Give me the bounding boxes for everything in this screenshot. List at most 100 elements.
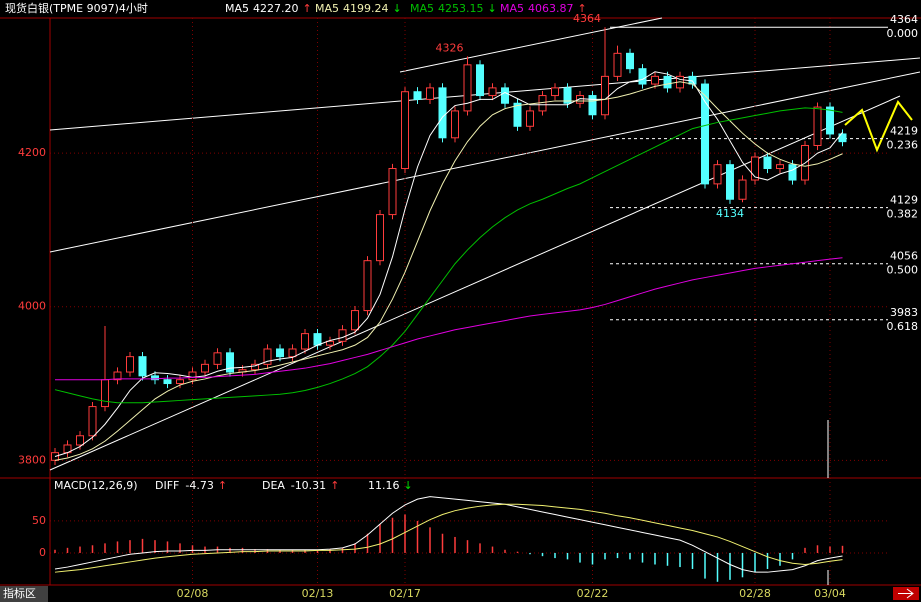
annotation: 4134: [716, 207, 744, 220]
legend-value: -10.31: [291, 479, 326, 492]
macd-legend: DEA -10.31 ↑: [262, 479, 339, 492]
candle-body: [201, 363, 209, 373]
candle-body: [488, 87, 497, 97]
toolbar-tab[interactable]: [0, 586, 48, 602]
candle-body: [138, 356, 147, 377]
ma-line: [55, 257, 843, 381]
legend-entry: MA5 4227.20 ↑: [225, 2, 312, 15]
candle-body: [638, 68, 647, 85]
candle-body: [376, 214, 384, 262]
toolbar-label[interactable]: 指标区: [3, 586, 36, 600]
candle-body: [776, 164, 784, 170]
legend-name: MA5: [410, 2, 434, 15]
candle-body: [701, 83, 709, 185]
legend-value: 4253.15: [438, 2, 484, 15]
candle-body: [563, 87, 572, 104]
candle-body: [188, 371, 197, 381]
x-tick-label: 02/28: [739, 587, 771, 600]
legend-name: MA5: [315, 2, 339, 15]
legend-name: DEA: [262, 479, 285, 492]
legend-entry: MA5 4253.15 ↓: [410, 2, 497, 15]
candle-body: [451, 110, 459, 139]
candle-body: [251, 363, 259, 371]
candle-body: [601, 75, 609, 116]
legend-arrow: ↓: [404, 479, 413, 492]
x-tick-label: 02/17: [389, 587, 421, 600]
candle-body: [663, 75, 672, 89]
candle-body: [213, 352, 222, 365]
candle-body: [226, 352, 234, 373]
candle-body: [88, 406, 97, 437]
fib-ratio: 0.382: [887, 208, 919, 221]
candle-body: [576, 95, 584, 104]
trend-line: [49, 71, 921, 253]
candle-body: [826, 106, 834, 135]
candle-body: [163, 379, 172, 385]
ma-line: [54, 107, 843, 404]
legend-entry: MA5 4199.24 ↓: [315, 2, 402, 15]
legend-name: MA5: [225, 2, 249, 15]
fib-ratio: 0.500: [887, 264, 919, 277]
candle-body: [438, 87, 447, 139]
candle-body: [413, 91, 422, 100]
candle-body: [76, 435, 84, 446]
candle-body: [526, 110, 534, 127]
y-tick-label: 4200: [18, 146, 46, 159]
y-tick-label: 4000: [18, 300, 46, 313]
macd-line: [54, 503, 843, 573]
macd-legend: 11.16 ↓: [368, 479, 413, 492]
candle-body: [363, 260, 372, 312]
candle-body: [263, 348, 272, 365]
candle-body: [463, 64, 472, 112]
fib-value: 4056: [890, 250, 918, 263]
fib-ratio: 0.236: [887, 139, 919, 152]
candle-body: [788, 164, 797, 181]
macd-legend: DIFF -4.73 ↑: [155, 479, 227, 492]
candle-body: [326, 340, 334, 346]
candle-body: [588, 95, 597, 116]
legend-name: MA5: [500, 2, 524, 15]
x-tick-label: 03/04: [814, 587, 846, 600]
y-tick-label: 3800: [18, 453, 46, 466]
legend-arrow: ↑: [578, 2, 587, 15]
candle-body: [176, 379, 184, 385]
legend-arrow: ↓: [393, 2, 402, 15]
legend-arrow: ↑: [303, 2, 312, 15]
candle-body: [388, 168, 397, 216]
fib-value: 4219: [890, 125, 918, 138]
legend-arrow: ↑: [218, 479, 227, 492]
legend-name: DIFF: [155, 479, 179, 492]
candle-body: [151, 375, 159, 381]
candle-body: [313, 333, 322, 346]
legend-entry: MA5 4063.87 ↑: [500, 2, 587, 15]
annotation: 4364: [573, 12, 601, 25]
candle-body: [726, 164, 734, 200]
macd-line: [54, 496, 843, 573]
x-tick-label: 02/22: [577, 587, 609, 600]
x-tick-label: 02/13: [302, 587, 334, 600]
candle-body: [288, 348, 297, 358]
fib-ratio: 0.618: [887, 320, 919, 333]
fib-value: 4129: [890, 194, 918, 207]
candle-body: [626, 52, 634, 70]
scroll-arrow: [898, 588, 914, 599]
macd-title: MACD(12,26,9): [54, 479, 138, 492]
legend-value: -4.73: [185, 479, 213, 492]
legend-arrow: ↑: [330, 479, 339, 492]
legend-value: 4227.20: [253, 2, 299, 15]
candle-body: [738, 179, 747, 200]
candle-body: [301, 333, 309, 350]
fib-ratio: 0.000: [887, 27, 919, 40]
legend-value: 4199.24: [343, 2, 389, 15]
candle-body: [513, 102, 522, 127]
y-tick-label: 50: [32, 514, 46, 527]
candle-body: [338, 329, 347, 342]
projection: [844, 100, 913, 153]
chart-title: 现货白银(TPME 9097)4小时: [5, 1, 148, 15]
candle-body: [101, 379, 109, 408]
candle-body: [838, 133, 847, 143]
fib-value: 3983: [890, 306, 918, 319]
candle-body: [126, 356, 134, 373]
